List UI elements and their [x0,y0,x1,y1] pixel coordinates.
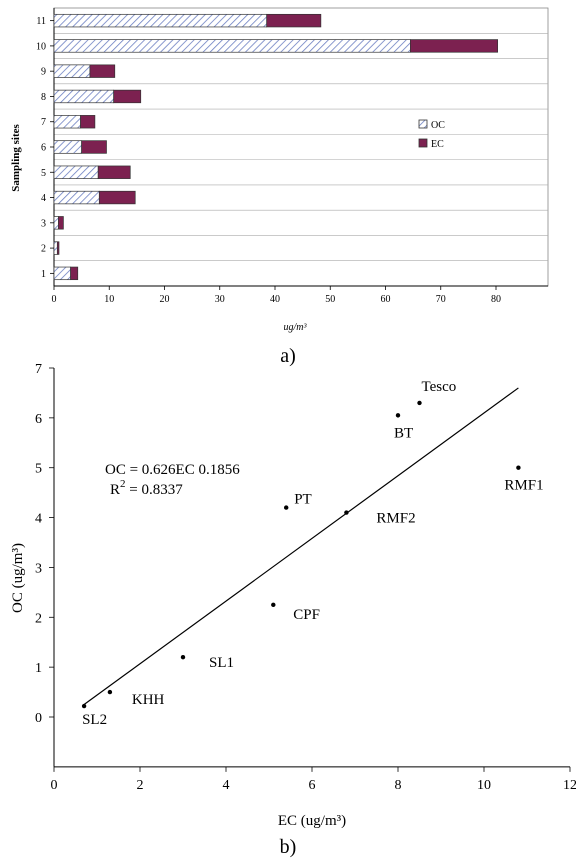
chart-a-ytick-label: 2 [41,244,46,255]
caption-b: b) [279,836,297,858]
chart-a-xtick-label: 40 [270,294,280,305]
point-tesco [417,400,422,406]
point-pt [284,505,289,510]
point-sl2 [81,703,87,709]
chart-a-ytick-label: 10 [36,41,46,52]
legend-oc-label: OC [431,120,445,131]
chart-a-ytick-label: 8 [41,92,46,103]
bar-oc-site-4 [53,190,100,205]
chart-b-ytick-label: 1 [35,661,42,676]
bar-oc-site-7 [53,115,81,129]
bar-oc-site-2 [53,241,58,255]
bar-oc-site-9 [53,64,91,78]
bar-ec-site-11 [266,13,322,28]
chart-a-ytick-label: 9 [41,67,46,78]
chart-b-ytick-label: 0 [35,711,42,726]
point-label-bt: BT [394,425,413,441]
equation-label: OC = 0.626EC 0.1856 [105,462,240,478]
bar-oc-site-10 [53,39,411,53]
bar-oc-site-5 [53,165,99,179]
chart-a-xtick-label: 10 [104,294,114,305]
chart-a-xtick-label: 50 [325,294,335,305]
bar-ec-site-5 [97,165,131,179]
chart-b-ytick-label: 5 [35,462,42,477]
chart-a-legend: OC EC [418,119,445,150]
chart-a-xlabel: ug/m³ [284,322,308,333]
legend-ec-swatch [418,138,428,148]
chart-a-ytick-label: 4 [41,193,46,204]
chart-b-ytick-label: 2 [35,611,42,626]
chart-b-xtick-label: 4 [223,778,230,793]
bar-ec-site-4 [98,190,136,205]
caption-a: a) [280,345,296,367]
chart-b-xlabel: EC (ug/m³) [278,813,346,829]
chart-a-ytick-label: 1 [41,269,46,280]
bar-ec-site-9 [89,64,116,78]
r2-prefix: R [110,482,120,498]
bar-ec-site-2 [56,241,60,255]
chart-a-xtick-label: 70 [436,294,446,305]
bar-oc-site-3 [53,216,59,230]
legend-ec-label: EC [431,139,444,150]
bar-ec-site-1 [70,266,79,281]
point-label-sl2: SL2 [82,712,107,728]
point-label-rmf2: RMF2 [376,511,415,527]
point-label-tesco: Tesco [422,379,457,395]
chart-b-xtick-label: 6 [309,778,316,793]
chart-b-ytick-label: 3 [35,561,42,576]
legend-oc-swatch [418,119,428,129]
chart-a-ytick-label: 7 [41,117,46,128]
point-rmf1 [516,465,521,470]
chart-a-ylabel: Sampling sites [10,124,22,192]
bar-oc-site-8 [53,89,115,104]
chart-b-ytick-label: 7 [35,362,42,377]
chart-b-xtick-label: 8 [395,778,402,793]
point-label-khh: KHH [132,692,165,708]
point-label-sl1: SL1 [209,655,234,671]
r2-label: R2 = 0.8337 [110,478,183,498]
point-label-cpf: CPF [293,607,320,623]
point-label-pt: PT [294,492,312,508]
bar-oc-site-11 [53,13,268,28]
chart-a-bar: Sampling sites ug/m³ 1 2 3 4 5 6 7 8 9 10 11 0 10 20 3… [10,7,549,333]
r2-value: = 0.8337 [126,482,184,498]
chart-a-xtick-label: 60 [381,294,391,305]
chart-b-xtick-label: 10 [477,778,491,793]
chart-b-xtick-label: 0 [51,778,58,793]
chart-b-xtick-label: 2 [137,778,144,793]
chart-a-xtick-label: 30 [215,294,225,305]
chart-b-xtick-label: 12 [563,778,576,793]
chart-b-ytick-label: 4 [35,512,42,527]
chart-a-ytick-label: 3 [41,218,46,229]
chart-b-scatter: OC (ug/m³) EC (ug/m³) OC = 0.626EC 0.185… [10,362,576,829]
point-label-rmf1: RMF1 [504,478,543,494]
point-bt [395,413,401,418]
bar-ec-site-7 [80,115,96,129]
chart-a-ytick-label: 5 [41,168,46,179]
chart-a-xtick-label: 80 [491,294,501,305]
bar-ec-site-3 [58,216,64,230]
point-cpf [271,602,276,608]
chart-a-xtick-label: 20 [160,294,170,305]
bar-oc-site-6 [53,140,82,154]
point-khh [107,689,113,695]
bar-ec-site-10 [410,39,499,53]
chart-b-ylabel: OC (ug/m³) [10,543,26,613]
chart-a-ytick-label: 6 [41,143,46,154]
chart-b-ytick-label: 6 [35,412,42,427]
point-rmf2 [344,510,349,515]
trend-line [83,387,519,706]
bar-ec-site-8 [113,89,142,104]
r2-exponent: 2 [120,478,126,490]
bar-oc-site-1 [53,266,71,281]
point-sl1 [180,654,186,660]
chart-a-xtick-label: 0 [52,294,57,305]
chart-a-ytick-label: 11 [36,16,46,27]
bar-ec-site-6 [81,140,107,154]
